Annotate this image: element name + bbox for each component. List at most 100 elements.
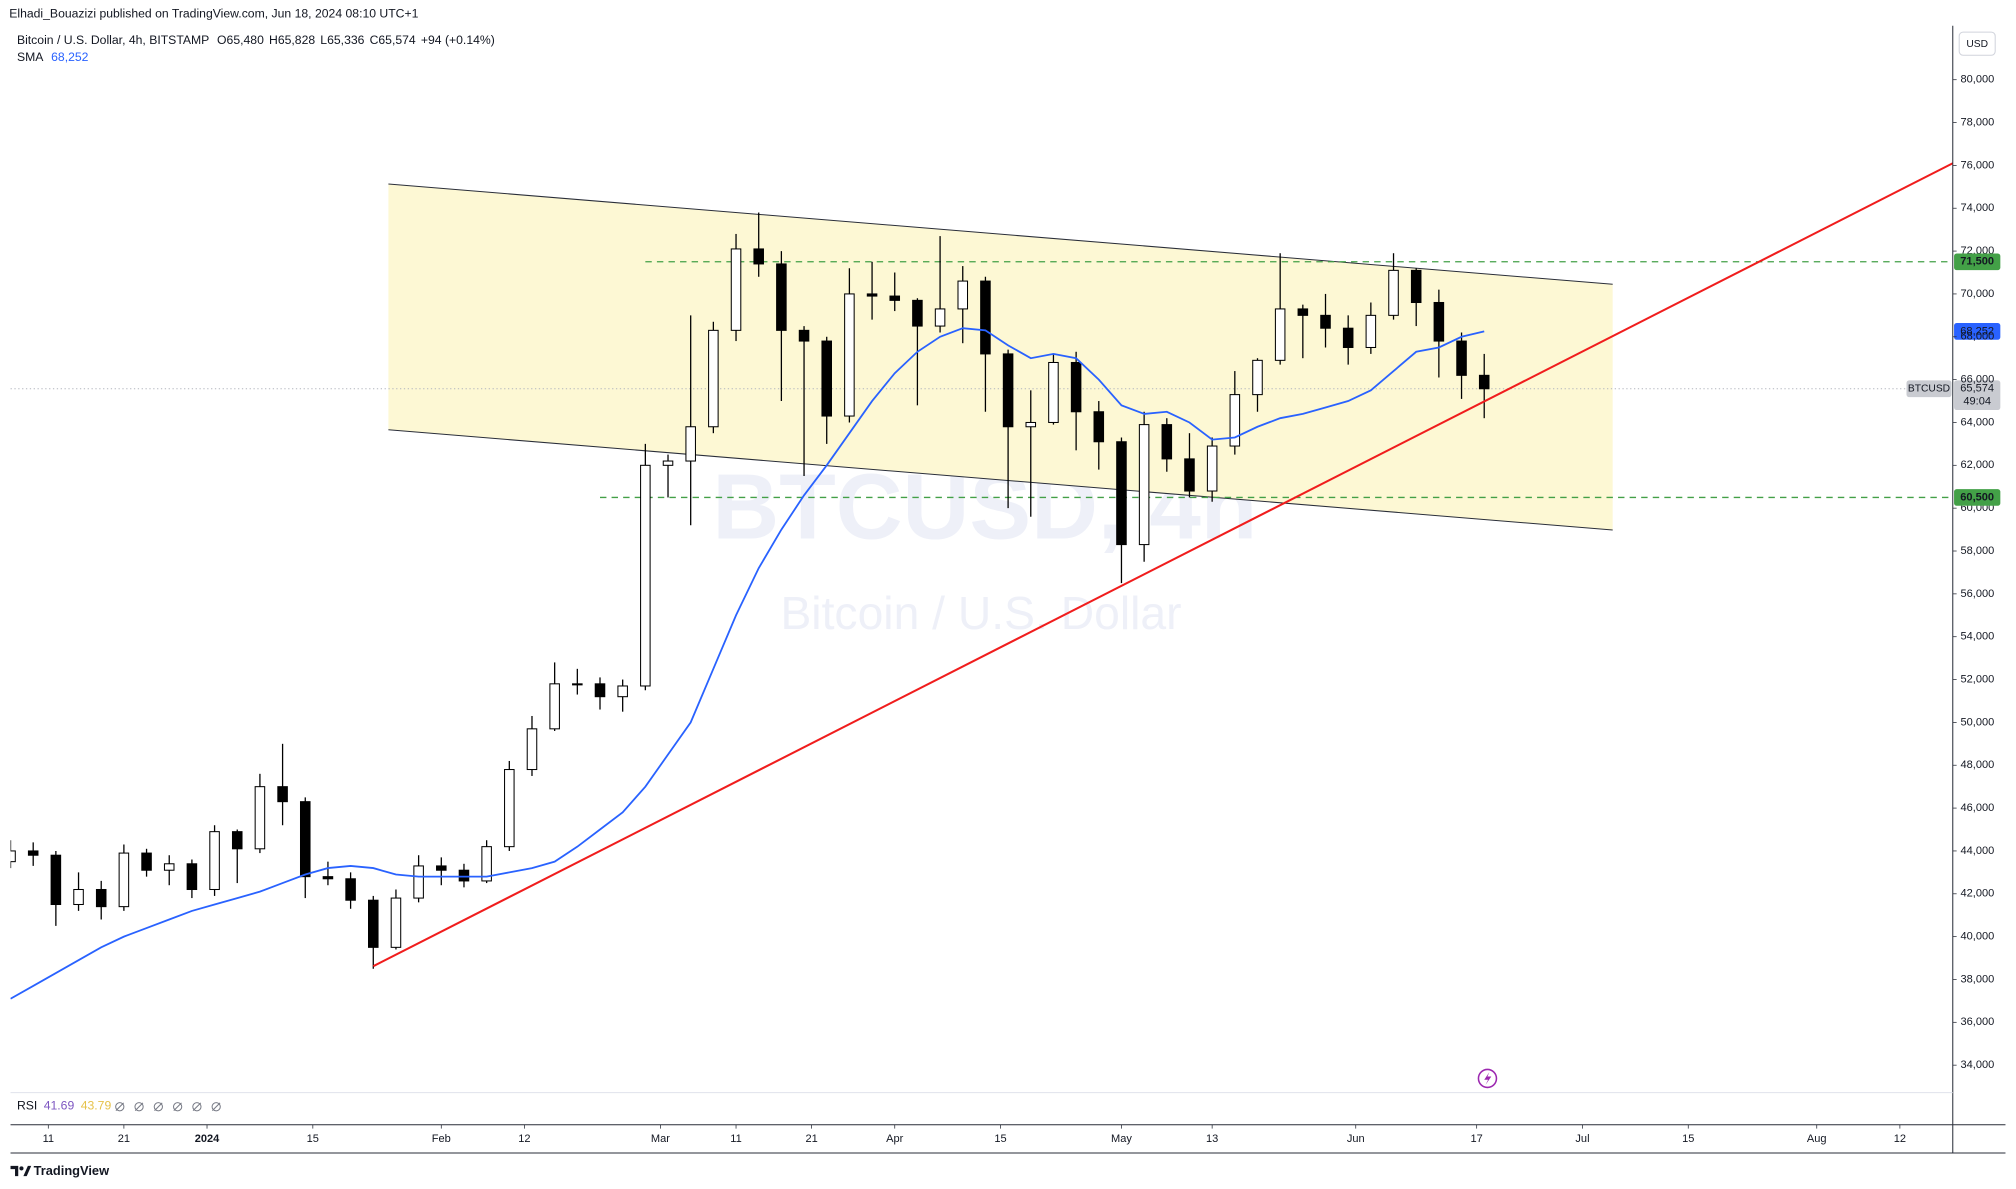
change: +94 (+0.14%) <box>421 33 495 47</box>
candle-body <box>1184 458 1195 492</box>
candle-body <box>1138 424 1150 546</box>
y-tick-label: 54,000 <box>1960 631 1994 643</box>
x-tick-label: 12 <box>518 1133 530 1145</box>
y-tick-label: 48,000 <box>1960 759 1994 771</box>
x-tick-label: 21 <box>805 1133 817 1145</box>
candle-body <box>708 329 719 428</box>
channel-top <box>388 183 1613 285</box>
symbol-label: BTCUSD <box>1908 383 1950 394</box>
x-tick-label: 21 <box>118 1133 130 1145</box>
rsi-icons <box>115 1102 221 1112</box>
ohlc-label: O <box>217 33 227 47</box>
currency[interactable]: USD <box>1966 39 1988 50</box>
candle-body <box>277 786 288 803</box>
candle-body <box>504 769 515 848</box>
candle-body <box>1116 441 1127 546</box>
candle-body <box>1070 361 1082 413</box>
candle-body <box>186 863 198 891</box>
candle-body <box>163 863 175 871</box>
y-tick-label: 72,000 <box>1960 245 1994 257</box>
candle-body <box>1048 361 1059 423</box>
ohlc-label: C <box>370 33 379 47</box>
brand: TradingView <box>34 1163 110 1178</box>
y-tick-label: 46,000 <box>1960 802 1994 814</box>
candle-body <box>1365 314 1377 349</box>
candle-body <box>231 831 243 850</box>
trendline <box>372 162 1953 968</box>
candle-body <box>912 299 923 327</box>
candle-body <box>821 340 832 417</box>
candle-body <box>1320 314 1331 329</box>
candle-body <box>776 263 787 331</box>
x-tick-label: Jul <box>1575 1133 1589 1145</box>
candle-body <box>730 248 742 331</box>
candle-body <box>254 786 266 850</box>
candle-body <box>27 850 39 856</box>
x-tick-label: Mar <box>651 1133 670 1145</box>
tradingview-logo <box>10 1165 32 1177</box>
legend-line: Bitcoin / U.S. Dollar, 4h, BITSTAMP O65,4… <box>17 33 495 47</box>
candle-body <box>390 897 402 948</box>
x-tick-label: Aug <box>1807 1133 1827 1145</box>
candle-body <box>299 801 311 878</box>
candle-body <box>345 878 356 901</box>
y-tick-label: 74,000 <box>1960 202 1994 214</box>
candle-body <box>549 683 560 730</box>
candle-body <box>957 280 969 310</box>
candle-body <box>685 426 696 462</box>
candle-body <box>1388 269 1399 316</box>
y-tick-label: 38,000 <box>1960 973 1994 985</box>
candle-body <box>1002 353 1014 428</box>
candle-body <box>73 888 84 906</box>
currency-button[interactable] <box>1958 31 1996 56</box>
x-tick-label: 2024 <box>195 1133 220 1145</box>
candle-body <box>526 728 538 771</box>
x-tick-label: 17 <box>1471 1133 1483 1145</box>
candle-body <box>1025 421 1037 428</box>
x-tick-label: 11 <box>730 1133 741 1145</box>
candle-body <box>481 846 492 882</box>
candle-body <box>798 329 810 342</box>
x-tick-label: 15 <box>1682 1133 1694 1145</box>
y-tick-label: 44,000 <box>1960 845 1994 857</box>
x-tick-label: Apr <box>886 1133 904 1145</box>
watermark-name: Bitcoin / U.S. Dollar <box>780 587 1181 639</box>
ohlc-value: 65,828 <box>278 33 316 47</box>
y-tick-label: 56,000 <box>1960 588 1994 600</box>
sma-label: 68,252 <box>1960 325 1994 337</box>
x-tick-label: 13 <box>1206 1133 1218 1145</box>
y-tick-label: 78,000 <box>1960 116 1994 128</box>
candle-body <box>866 293 878 297</box>
last-price-label: 65,574 <box>1960 383 1994 395</box>
x-tick-label: 15 <box>994 1133 1006 1145</box>
ohlc-value: 65,574 <box>378 33 416 47</box>
events-icon[interactable] <box>1477 1068 1498 1089</box>
candle-body <box>141 852 152 871</box>
y-tick-label: 60,000 <box>1960 502 1994 514</box>
sma-name: SMA <box>17 50 44 64</box>
y-tick-label: 58,000 <box>1960 545 1994 557</box>
publisher: Elhadi_Bouazizi published on TradingView… <box>9 6 418 20</box>
ohlc-value: 65,336 <box>327 33 365 47</box>
y-tick-label: 40,000 <box>1960 931 1994 943</box>
candle-body <box>1093 411 1105 443</box>
x-tick-label: Jun <box>1347 1133 1365 1145</box>
rsi-value: 41.69 <box>44 1099 75 1113</box>
candle-body <box>1456 340 1467 376</box>
channel-bottom <box>388 429 1613 531</box>
candle-body <box>1297 308 1309 316</box>
candle-body <box>368 899 379 948</box>
candle-body <box>1161 424 1173 460</box>
candle-body <box>662 460 674 466</box>
price-label: 71,500 <box>1960 256 1994 268</box>
candle-body <box>50 854 62 906</box>
sma-legend: SMA 68,252 <box>17 50 89 64</box>
candle-body <box>1252 359 1263 396</box>
candle-body <box>10 850 16 863</box>
price-label: 60,500 <box>1960 491 1994 503</box>
ohlc-label: L <box>320 33 327 47</box>
candle-body <box>844 293 855 417</box>
y-tick-label: 52,000 <box>1960 673 1994 685</box>
